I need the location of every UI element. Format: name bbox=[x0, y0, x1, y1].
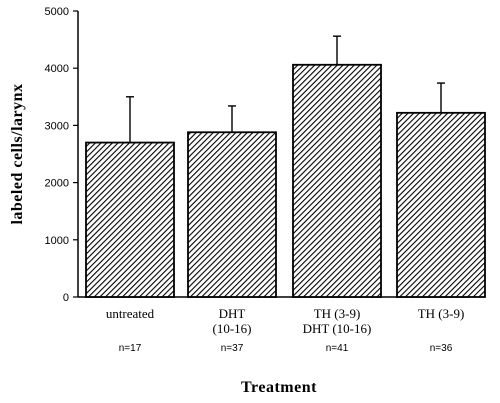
category-label: DHT (10-16) bbox=[303, 321, 372, 336]
category-label: untreated bbox=[106, 306, 155, 321]
y-tick-label: 0 bbox=[63, 292, 69, 304]
bar bbox=[85, 141, 175, 298]
y-tick-label: 1000 bbox=[45, 235, 69, 247]
sample-size-label: n=41 bbox=[326, 343, 349, 354]
y-tick-label: 5000 bbox=[45, 6, 69, 18]
y-axis-label: labeled cells/larynx bbox=[9, 83, 26, 224]
bar bbox=[396, 111, 486, 298]
y-tick-label: 3000 bbox=[45, 120, 69, 132]
sample-size-label: n=37 bbox=[221, 343, 244, 354]
bar bbox=[292, 63, 382, 298]
x-axis-label: Treatment bbox=[241, 379, 317, 396]
category-label: TH (3-9) bbox=[418, 306, 465, 321]
sample-size-label: n=36 bbox=[430, 343, 453, 354]
bar bbox=[187, 131, 277, 298]
category-label: (10-16) bbox=[213, 321, 252, 336]
bars bbox=[85, 35, 486, 298]
sample-size-label: n=17 bbox=[119, 343, 142, 354]
y-tick-label: 2000 bbox=[45, 178, 69, 190]
category-label: DHT bbox=[219, 306, 246, 321]
y-tick-label: 4000 bbox=[45, 63, 69, 75]
category-label: TH (3-9) bbox=[314, 306, 361, 321]
